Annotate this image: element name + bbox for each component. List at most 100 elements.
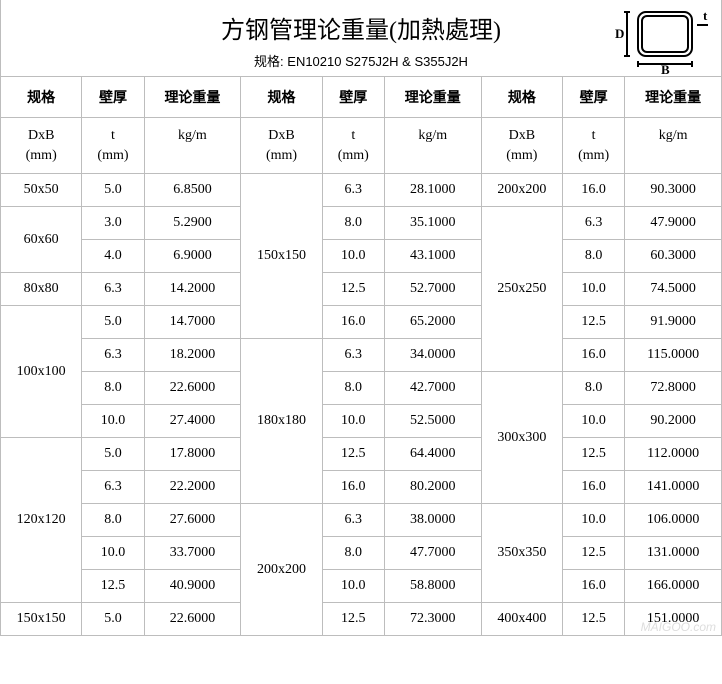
thickness-cell: 4.0 [82, 240, 144, 272]
table-row: 16.080.2000 [323, 470, 481, 503]
spec-table: 方钢管理论重量(加熱處理) 规格: EN10210 S275J2H & S355… [0, 0, 722, 636]
thickness-cell: 10.0 [563, 504, 625, 536]
thickness-cell: 12.5 [323, 273, 385, 305]
thickness-cell: 16.0 [323, 471, 385, 503]
thickness-cell: 8.0 [323, 537, 385, 569]
thickness-cell: 6.3 [323, 339, 385, 371]
col-header-thk: 壁厚 [323, 77, 385, 117]
weight-cell: 6.8500 [145, 174, 241, 206]
table-row: 16.0166.0000 [563, 569, 721, 602]
table-row: 8.047.7000 [323, 536, 481, 569]
spec-cell: 400x400 [482, 603, 563, 635]
unit-header-wt: kg/m [625, 118, 721, 173]
unit-header-thk: t(mm) [563, 118, 625, 173]
spec-group: 50x505.06.8500 [1, 174, 240, 206]
thickness-cell: 10.0 [323, 240, 385, 272]
table-row: 6.314.2000 [82, 273, 240, 305]
weight-cell: 34.0000 [385, 339, 481, 371]
spec-cell: 80x80 [1, 273, 82, 305]
table-row: 12.564.4000 [323, 437, 481, 470]
thickness-cell: 5.0 [82, 306, 144, 338]
table-row: 12.5131.0000 [563, 536, 721, 569]
thickness-cell: 10.0 [82, 537, 144, 569]
spec-cell: 200x200 [241, 504, 322, 635]
weight-cell: 14.2000 [145, 273, 241, 305]
table-row: 5.022.6000 [82, 603, 240, 635]
table-row: 12.552.7000 [323, 272, 481, 305]
spec-cell: 60x60 [1, 207, 82, 272]
table-row: 10.027.4000 [82, 404, 240, 437]
table-row: 6.318.2000 [82, 338, 240, 371]
spec-group: 300x3008.072.800010.090.200012.5112.0000… [482, 372, 721, 503]
table-row: 10.0106.0000 [563, 504, 721, 536]
weight-cell: 141.0000 [625, 471, 721, 503]
weight-cell: 6.9000 [145, 240, 241, 272]
spec-group: 60x603.05.29004.06.9000 [1, 207, 240, 272]
table-row: 10.074.5000 [563, 272, 721, 305]
table-row: 16.0115.0000 [563, 338, 721, 371]
weight-cell: 40.9000 [145, 570, 241, 602]
columns-container: 规格壁厚理论重量DxB(mm)t(mm)kg/m50x505.06.850060… [1, 76, 721, 635]
table-row: 16.0141.0000 [563, 470, 721, 503]
thickness-cell: 8.0 [82, 504, 144, 536]
table-row: 12.540.9000 [82, 569, 240, 602]
weight-cell: 42.7000 [385, 372, 481, 404]
table-row: 8.035.1000 [323, 206, 481, 239]
weight-cell: 60.3000 [625, 240, 721, 272]
table-row: 5.017.8000 [82, 438, 240, 470]
table-row: 10.043.1000 [323, 239, 481, 272]
table-row: 16.090.3000 [563, 174, 721, 206]
spec-group: 350x35010.0106.000012.5131.000016.0166.0… [482, 504, 721, 602]
spec-cell: 50x50 [1, 174, 82, 206]
col-header-spec: 规格 [241, 77, 322, 117]
unit-header-spec: DxB(mm) [241, 118, 322, 173]
thickness-cell: 16.0 [563, 471, 625, 503]
table-row: 12.591.9000 [563, 305, 721, 338]
thickness-cell: 6.3 [563, 207, 625, 239]
weight-cell: 47.7000 [385, 537, 481, 569]
thickness-cell: 12.5 [323, 438, 385, 470]
weight-cell: 52.7000 [385, 273, 481, 305]
thickness-cell: 10.0 [563, 273, 625, 305]
table-row: 8.027.6000 [82, 503, 240, 536]
unit-header-wt: kg/m [145, 118, 241, 173]
weight-cell: 38.0000 [385, 504, 481, 536]
spec-group: 180x1806.334.00008.042.700010.052.500012… [241, 339, 480, 503]
unit-header-thk: t(mm) [323, 118, 385, 173]
weight-cell: 47.9000 [625, 207, 721, 239]
table-row: 3.05.2900 [82, 207, 240, 239]
thickness-cell: 6.3 [82, 339, 144, 371]
table-row: 5.06.8500 [82, 174, 240, 206]
spec-group: 200x2006.338.00008.047.700010.058.800012… [241, 504, 480, 635]
spec-cell: 180x180 [241, 339, 322, 503]
weight-cell: 58.8000 [385, 570, 481, 602]
thickness-cell: 6.3 [323, 504, 385, 536]
thickness-cell: 16.0 [323, 306, 385, 338]
thickness-cell: 16.0 [563, 174, 625, 206]
table-row: 6.334.0000 [323, 339, 481, 371]
weight-cell: 65.2000 [385, 306, 481, 338]
weight-cell: 27.4000 [145, 405, 241, 437]
col-header-wt: 理论重量 [385, 77, 481, 117]
weight-cell: 35.1000 [385, 207, 481, 239]
thickness-cell: 3.0 [82, 207, 144, 239]
table-row: 10.052.5000 [323, 404, 481, 437]
thickness-cell: 12.5 [563, 537, 625, 569]
unit-header-spec: DxB(mm) [1, 118, 82, 173]
spec-cell: 120x120 [1, 438, 82, 602]
section-diagram-icon: D B t [613, 4, 713, 74]
t-label: t [703, 8, 708, 23]
weight-cell: 18.2000 [145, 339, 241, 371]
thickness-cell: 8.0 [323, 207, 385, 239]
spec-cell: 350x350 [482, 504, 563, 602]
weight-cell: 17.8000 [145, 438, 241, 470]
thickness-cell: 16.0 [563, 339, 625, 371]
spec-cell: 250x250 [482, 207, 563, 371]
thickness-cell: 8.0 [563, 240, 625, 272]
weight-cell: 90.3000 [625, 174, 721, 206]
thickness-cell: 6.3 [82, 273, 144, 305]
weight-cell: 115.0000 [625, 339, 721, 371]
unit-header-wt: kg/m [385, 118, 481, 173]
thickness-cell: 12.5 [563, 306, 625, 338]
thickness-cell: 6.3 [323, 174, 385, 206]
